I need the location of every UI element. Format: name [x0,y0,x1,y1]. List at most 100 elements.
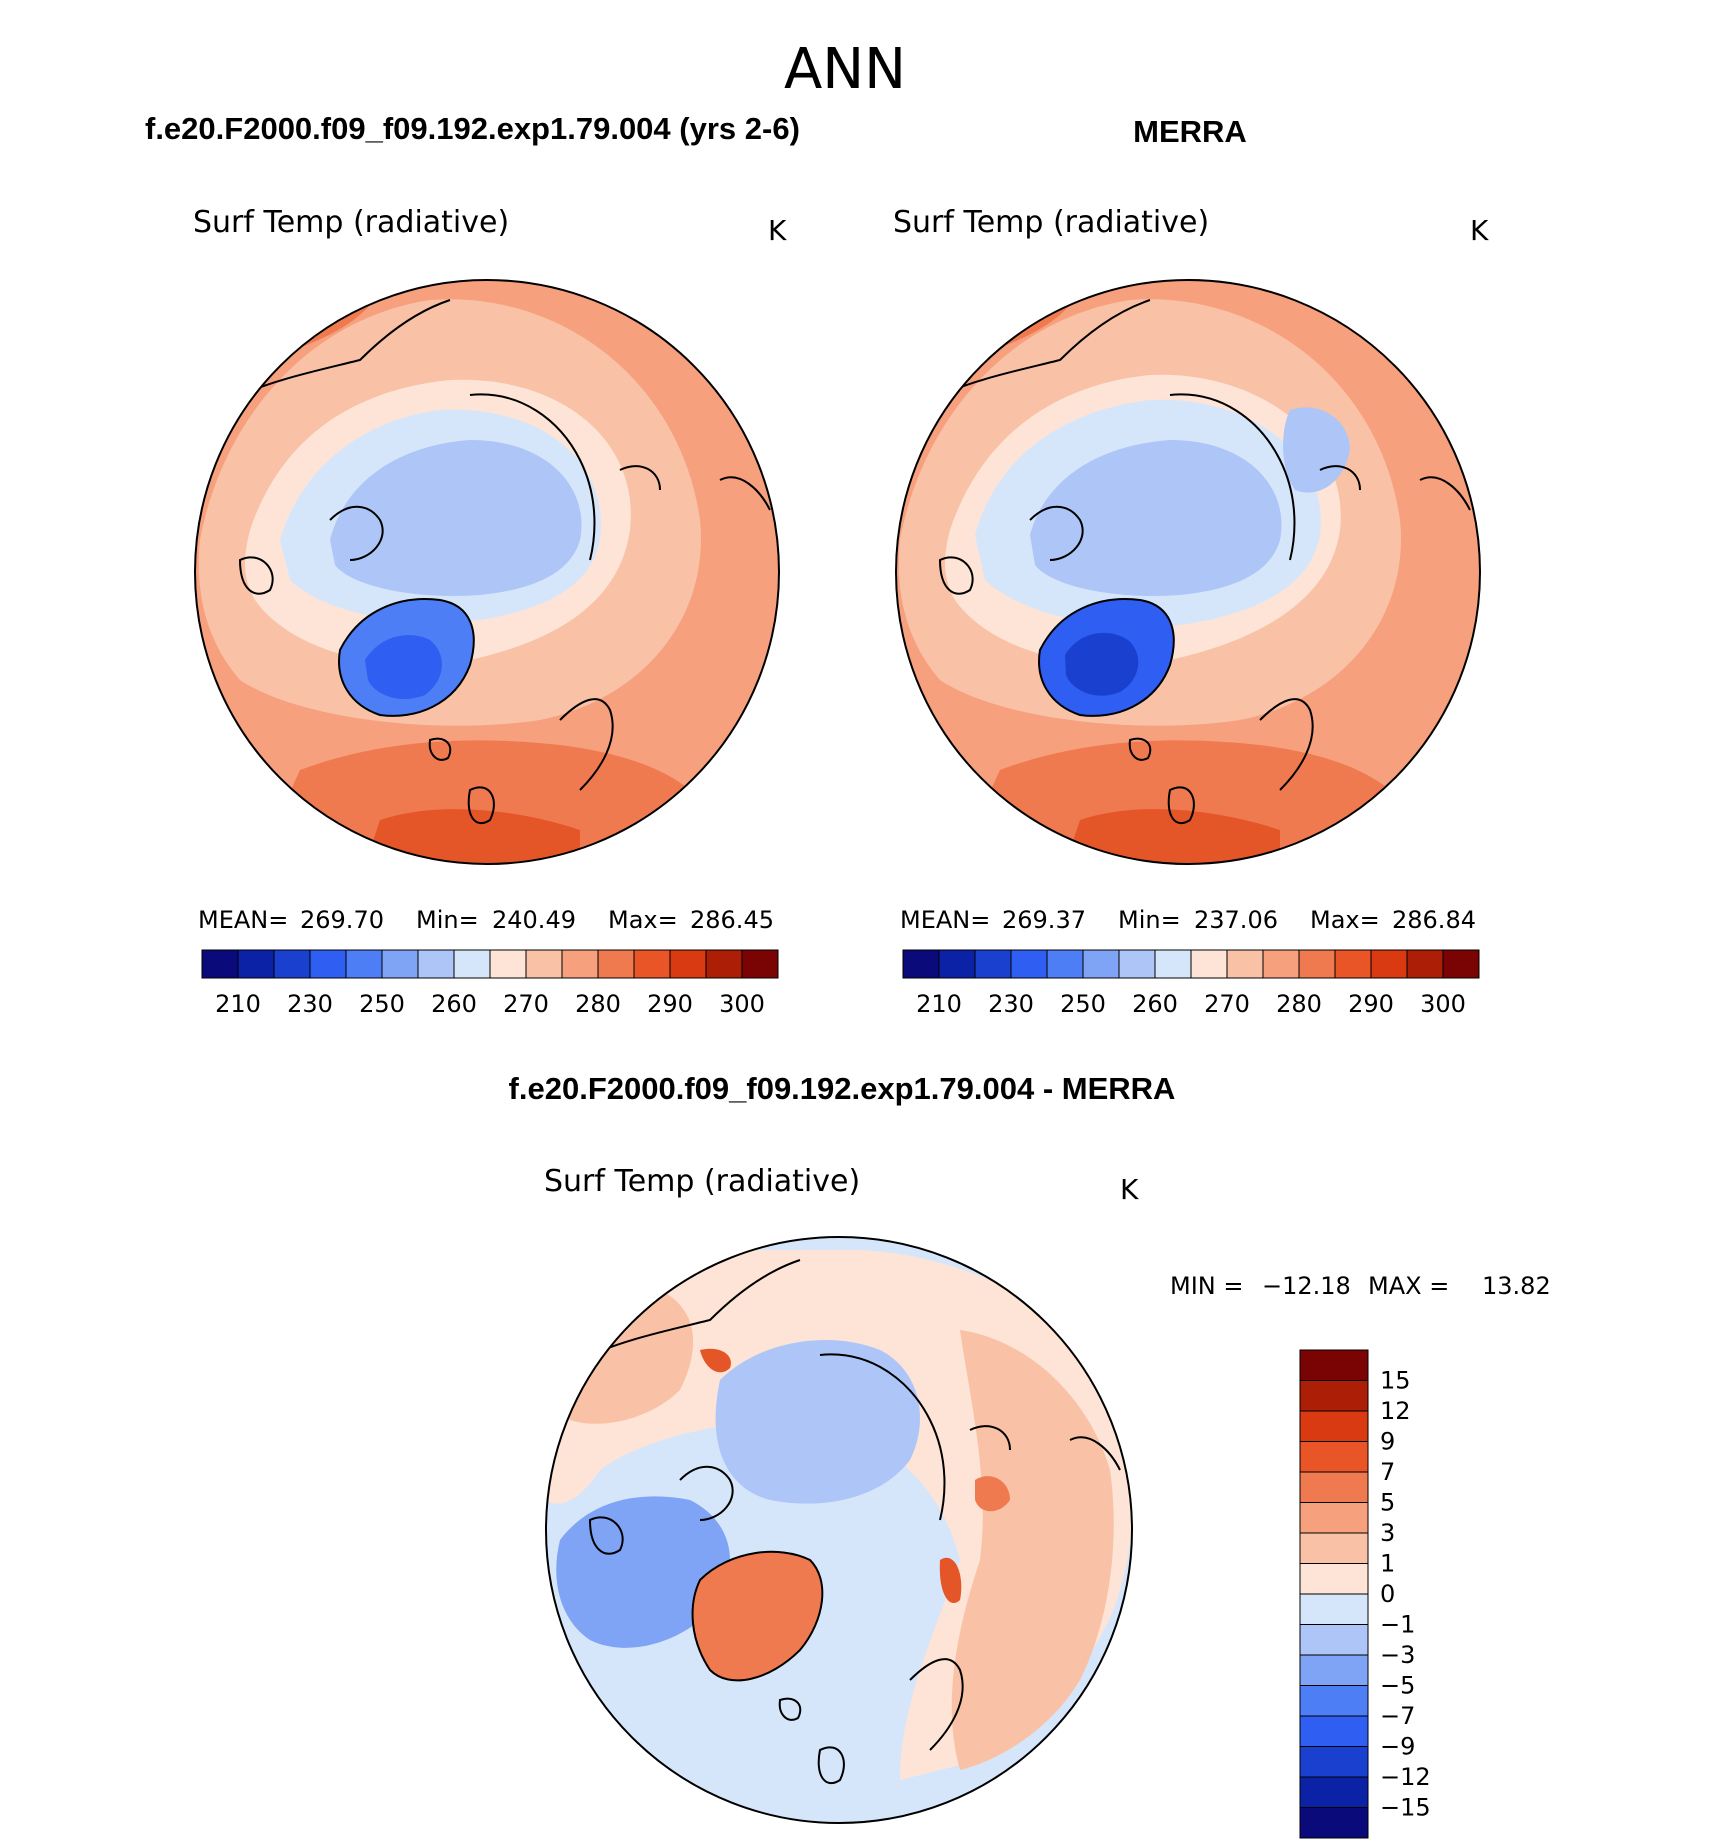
map-region-eurasia-warm [951,1330,1114,1770]
colorbar-swatch [1299,1807,1369,1839]
colorbar-swatch [1118,949,1156,979]
obs-panel-title: MERRA [1133,114,1247,149]
colorbar-swatch [1406,949,1444,979]
colorbar-swatch [705,949,743,979]
colorbar-tick-label: 250 [1060,990,1106,1018]
colorbar-tick-label: 1 [1380,1550,1395,1578]
model-panel-title: f.e20.F2000.f09_f09.192.exp1.79.004 (yrs… [145,111,800,146]
model-mean-value: 269.70 [300,906,384,934]
colorbar-swatch [309,949,347,979]
colorbar-swatch [345,949,383,979]
model-units-label: K [768,214,787,247]
colorbar-swatch [1299,1380,1369,1412]
colorbar-tick-label: 260 [431,990,477,1018]
colorbar-swatch [1299,1502,1369,1534]
colorbar-swatch [1299,1685,1369,1717]
colorbar-swatch [273,949,311,979]
colorbar-swatch [1298,949,1336,979]
colorbar-swatch [237,949,275,979]
colorbar-swatch [1299,1593,1369,1625]
colorbar-tick-label: 280 [575,990,621,1018]
map-region-siberia-cool [1283,407,1350,493]
colorbar-swatch [1334,949,1372,979]
colorbar-swatch [453,949,491,979]
obs-map-border [895,279,1481,865]
obs-max-value: 286.84 [1392,906,1476,934]
colorbar-swatch [633,949,671,979]
colorbar-swatch [1299,1349,1369,1381]
colorbar-swatch [902,949,940,979]
colorbar-tick-label: −5 [1380,1672,1415,1700]
map-region-arctic-ice [330,440,582,596]
colorbar-swatch [1299,1746,1369,1778]
colorbar-swatch [381,949,419,979]
colorbar-swatch [1262,949,1300,979]
map-region-barents-warm [939,1557,962,1604]
colorbar-tick-label: 280 [1276,990,1322,1018]
map-region-alaska-warm [560,1290,694,1424]
model-colorbar: 210 230 250 260 270 280 290 300 [201,949,779,1018]
colorbar-swatch [1226,949,1264,979]
model-max-label: Max= [608,906,678,934]
obs-variable-label: Surf Temp (radiative) [893,205,1209,240]
model-map-border [194,279,780,865]
colorbar-swatch [1299,1654,1369,1686]
obs-polar-map [896,280,1480,864]
colorbar-tick-label: 9 [1380,1428,1395,1456]
model-min-value: 240.49 [492,906,576,934]
diff-min-value: −12.18 [1262,1272,1351,1300]
colorbar-tick-label: 0 [1380,1580,1395,1608]
colorbar-tick-label: −7 [1380,1702,1415,1730]
colorbar-tick-label: −1 [1380,1611,1415,1639]
obs-min-label: Min= [1118,906,1181,934]
map-region-greenland-core [1065,632,1139,696]
map-region-greenland-core [365,635,442,700]
colorbar-swatch [1370,949,1408,979]
obs-colorbar: 210 230 250 260 270 280 290 300 [902,949,1480,1018]
colorbar-swatch [201,949,239,979]
colorbar-swatch [1299,1532,1369,1564]
diff-panel: Surf Temp (radiative) K [544,1164,1551,1839]
colorbar-swatch [1299,1715,1369,1747]
colorbar-tick-label: −15 [1380,1794,1431,1822]
model-min-label: Min= [416,906,479,934]
colorbar-tick-label: 210 [215,990,261,1018]
colorbar-tick-label: 290 [1348,990,1394,1018]
diff-max-value: 13.82 [1482,1272,1551,1300]
obs-mean-value: 269.37 [1002,906,1086,934]
colorbar-swatch [1299,1563,1369,1595]
model-variable-label: Surf Temp (radiative) [193,205,509,240]
colorbar-tick-label: 270 [1204,990,1250,1018]
colorbar-tick-label: −12 [1380,1763,1431,1791]
colorbar-swatch [1154,949,1192,979]
colorbar-tick-label: 5 [1380,1489,1395,1517]
model-max-value: 286.45 [690,906,774,934]
colorbar-tick-label: 3 [1380,1519,1395,1547]
colorbar-swatch [489,949,527,979]
colorbar-swatch [1442,949,1480,979]
obs-min-value: 237.06 [1194,906,1278,934]
colorbar-tick-label: 210 [916,990,962,1018]
colorbar-tick-label: 7 [1380,1458,1395,1486]
obs-stats: MEAN= 269.37 Min= 237.06 Max= 286.84 [900,906,1476,934]
colorbar-swatch [669,949,707,979]
map-region-canada-cool [556,1496,730,1648]
model-stats: MEAN= 269.70 Min= 240.49 Max= 286.45 [198,906,774,934]
colorbar-swatch [417,949,455,979]
coastlines [929,299,1471,825]
colorbar-tick-label: 290 [647,990,693,1018]
diff-units-label: K [1120,1173,1139,1206]
colorbar-tick-label: 300 [719,990,765,1018]
model-mean-label: MEAN= [198,906,288,934]
diff-panel-title: f.e20.F2000.f09_f09.192.exp1.79.004 - ME… [509,1071,1176,1106]
colorbar-swatch [1082,949,1120,979]
colorbar-tick-label: 270 [503,990,549,1018]
colorbar-swatch [1299,1776,1369,1808]
map-region-greenland-warm [692,1551,823,1681]
model-panel: Surf Temp (radiative) K [193,205,787,1018]
map-region-siberia-warm [975,1476,1010,1512]
diff-min-label: MIN = [1170,1272,1243,1300]
coastlines [579,1259,1121,1785]
